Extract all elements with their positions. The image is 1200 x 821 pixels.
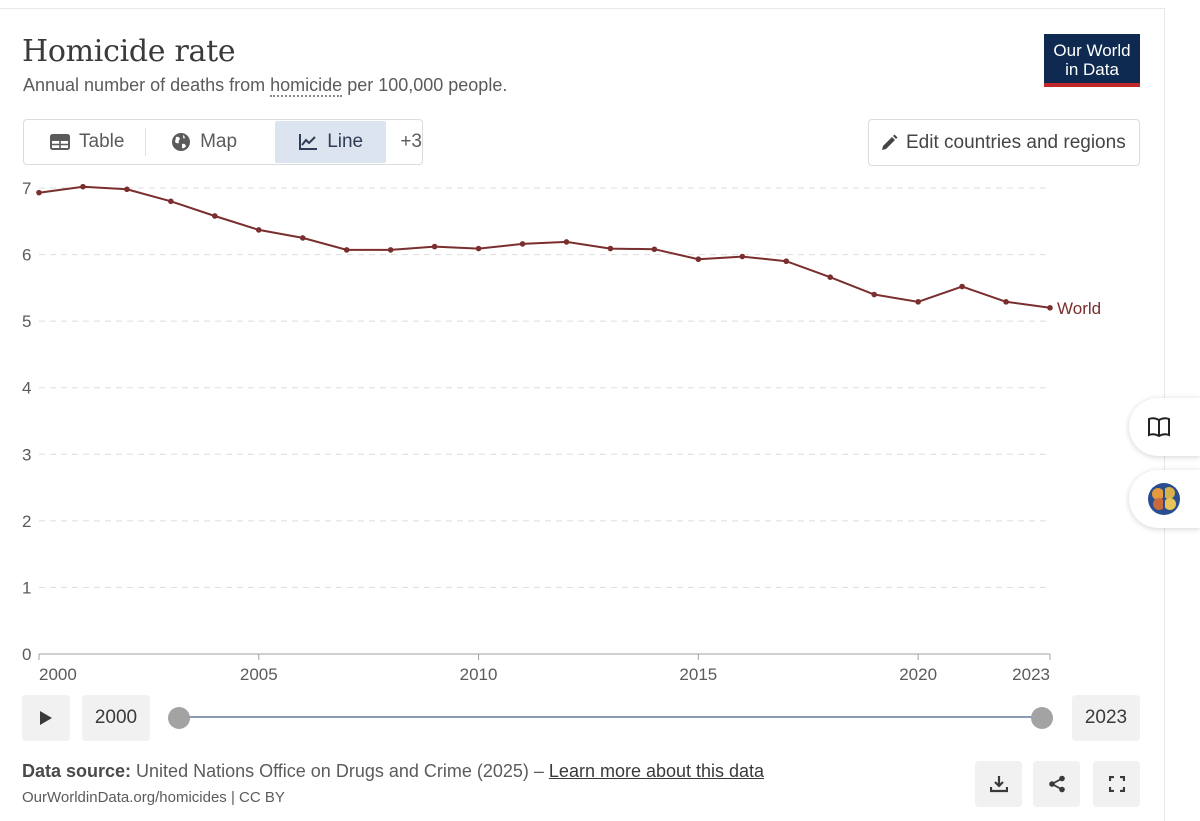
data-point-2020[interactable]: [915, 299, 921, 305]
series-label-world[interactable]: World: [1057, 299, 1101, 318]
download-icon: [989, 776, 1008, 793]
edit-countries-button[interactable]: Edit countries and regions: [868, 119, 1140, 166]
top-rule: [0, 8, 1165, 9]
learn-more-link[interactable]: Learn more about this data: [548, 761, 765, 781]
x-tick-label: 2023: [1012, 665, 1050, 684]
source-text: United Nations Office on Drugs and Crime…: [131, 761, 549, 781]
fullscreen-button[interactable]: [1093, 761, 1140, 807]
chart-grid: [39, 187, 1050, 588]
data-point-2004[interactable]: [212, 213, 218, 219]
source-label: Data source:: [22, 761, 132, 781]
download-button[interactable]: [975, 761, 1022, 807]
fullscreen-icon: [1108, 776, 1125, 792]
data-point-2023[interactable]: [1047, 305, 1053, 311]
y-tick-label: 4: [22, 379, 31, 398]
data-point-2007[interactable]: [343, 247, 350, 253]
x-tick-label: 2015: [679, 665, 717, 684]
data-point-2010[interactable]: [475, 245, 482, 252]
tab-divider: [145, 128, 147, 156]
data-point-2016[interactable]: [739, 253, 746, 260]
series-line-world: [38, 185, 1051, 309]
line-chart-icon: [299, 134, 318, 150]
brain-icon: [1148, 483, 1180, 515]
line-chart: 0 1 2 3 4 5 6 7 2000 2005 2010 2015 2020 2023 World: [22, 179, 1101, 684]
data-point-2021[interactable]: [959, 283, 965, 290]
tab-line-label: Line: [327, 131, 364, 152]
subtitle-post: per 100,000 people.: [342, 75, 508, 95]
data-point-2000[interactable]: [36, 189, 42, 196]
x-tick-label: 2010: [460, 665, 498, 684]
x-tick-label: 2020: [899, 665, 937, 684]
tab-table[interactable]: Table: [24, 120, 145, 164]
series-points: [36, 183, 1053, 311]
data-point-2005[interactable]: [255, 227, 262, 233]
data-point-2017[interactable]: [783, 258, 790, 265]
data-point-2011[interactable]: [519, 241, 526, 247]
y-tick-label: 2: [22, 512, 31, 531]
timeline-end-year[interactable]: 2023: [1072, 695, 1140, 741]
book-icon: [1148, 417, 1170, 438]
timeline-start-handle[interactable]: [168, 707, 190, 729]
data-point-2006[interactable]: [299, 235, 306, 241]
data-point-2013[interactable]: [607, 245, 614, 252]
subtitle-pre: Annual number of deaths from: [23, 75, 271, 95]
data-point-2001[interactable]: [80, 183, 86, 190]
subtitle: Annual number of deaths from homicide pe…: [23, 75, 508, 97]
tab-map[interactable]: Map: [146, 120, 261, 164]
tab-map-label: Map: [200, 131, 238, 152]
timeline-end-handle[interactable]: [1031, 707, 1053, 729]
tab-line[interactable]: Line: [275, 121, 387, 163]
timeline-start-year[interactable]: 2000: [82, 695, 150, 741]
homicide-definition-link[interactable]: homicide: [270, 75, 343, 97]
edit-countries-label: Edit countries and regions: [906, 131, 1126, 153]
pencil-icon: [882, 134, 898, 150]
data-point-2008[interactable]: [387, 247, 394, 253]
x-tick-label: 2005: [240, 665, 278, 684]
y-tick-label: 1: [22, 578, 31, 597]
play-button[interactable]: [22, 695, 70, 741]
y-tick-label: 7: [22, 179, 31, 198]
table-icon: [50, 134, 70, 150]
x-tick-label: 2000: [39, 665, 77, 684]
timeline-track[interactable]: [180, 716, 1042, 718]
logo-line1: Our World: [1053, 41, 1131, 60]
data-point-2012[interactable]: [563, 239, 570, 245]
data-point-2022[interactable]: [1003, 299, 1009, 305]
tab-more[interactable]: +3: [386, 120, 422, 164]
data-point-2019[interactable]: [871, 291, 877, 298]
data-source: Data source: United Nations Office on Dr…: [22, 761, 764, 782]
data-point-2015[interactable]: [695, 256, 702, 263]
chart-url: OurWorldinData.org/homicides | CC BY: [22, 789, 285, 806]
insights-side-button[interactable]: [1129, 470, 1200, 528]
data-point-2014[interactable]: [651, 246, 658, 253]
data-point-2018[interactable]: [827, 274, 834, 281]
y-tick-label: 0: [22, 645, 31, 664]
tab-table-label: Table: [79, 131, 125, 152]
y-tick-label: 6: [22, 246, 31, 265]
logo-line2: in Data: [1065, 60, 1119, 79]
data-point-2003[interactable]: [168, 198, 174, 205]
globe-icon: [172, 133, 191, 151]
tab-more-label: +3: [400, 131, 422, 152]
data-point-2009[interactable]: [431, 243, 438, 250]
y-tick-label: 5: [22, 312, 31, 331]
page-title: Homicide rate: [22, 34, 236, 69]
owid-logo[interactable]: Our World in Data: [1044, 34, 1140, 87]
data-point-2002[interactable]: [124, 186, 130, 193]
tab-bar: Table Map Line +3: [23, 119, 423, 165]
share-icon: [1048, 775, 1065, 793]
y-axis: 0 1 2 3 4 5 6 7: [22, 179, 31, 664]
share-button[interactable]: [1033, 761, 1080, 807]
x-axis: 2000 2005 2010 2015 2020 2023: [38, 653, 1051, 684]
learn-more-side-button[interactable]: [1129, 398, 1200, 456]
y-tick-label: 3: [22, 445, 31, 464]
play-icon: [40, 711, 52, 725]
